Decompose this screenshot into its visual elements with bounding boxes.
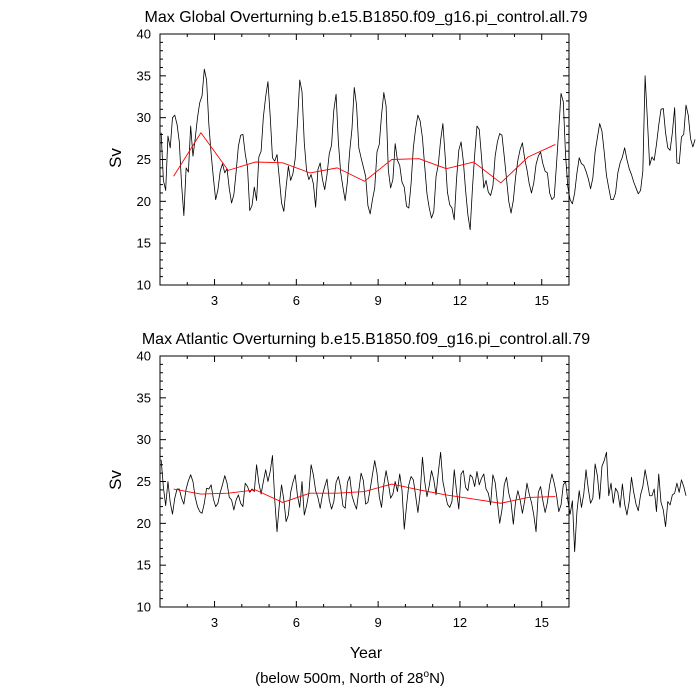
x-tick-label: 3 bbox=[211, 293, 218, 308]
x-tick-label: 9 bbox=[375, 293, 382, 308]
y-tick-label: 20 bbox=[137, 516, 151, 531]
y-tick-label: 40 bbox=[137, 27, 151, 42]
x-tick-label: 12 bbox=[453, 293, 467, 308]
y-axis-label-atlantic: Sv bbox=[106, 470, 125, 490]
x-axis-label-atlantic: Year bbox=[350, 645, 383, 662]
y-tick-label: 30 bbox=[137, 110, 151, 125]
footnote-degree: o bbox=[423, 669, 430, 680]
monthly-series-line-atlantic bbox=[160, 451, 687, 553]
plot-area-global: 10 15 20 25 30 35 40 3 6 9 12 15 bbox=[137, 27, 696, 308]
x-tick-label: 9 bbox=[375, 615, 382, 630]
y-axis-label-global: Sv bbox=[106, 148, 125, 168]
y-tick-label: 35 bbox=[137, 68, 151, 83]
atlantic-overturning-panel: Max Atlantic Overturning b.e15.B1850.f09… bbox=[106, 331, 687, 662]
x-tick-label: 6 bbox=[293, 293, 300, 308]
y-tick-label: 40 bbox=[137, 349, 151, 364]
y-tick-label: 35 bbox=[137, 390, 151, 405]
footnote-prefix: (below 500m, North of 28 bbox=[255, 670, 424, 687]
annual-mean-line-global bbox=[173, 132, 556, 184]
footnote-suffix: N) bbox=[429, 670, 445, 687]
y-tick-label: 15 bbox=[137, 558, 151, 573]
monthly-series-line-global bbox=[160, 68, 696, 231]
footnote: (below 500m, North of 28oN) bbox=[0, 669, 700, 687]
global-overturning-panel: Max Global Overturning b.e15.B1850.f09_g… bbox=[106, 9, 696, 308]
x-tick-label: 12 bbox=[453, 615, 467, 630]
y-tick-label: 25 bbox=[137, 152, 151, 167]
y-tick-label: 15 bbox=[137, 236, 151, 251]
y-tick-label: 10 bbox=[137, 600, 151, 615]
plot-area-atlantic: 10 15 20 25 30 35 40 3 6 9 12 15 bbox=[137, 349, 687, 630]
y-tick-label: 30 bbox=[137, 432, 151, 447]
x-tick-label: 3 bbox=[211, 615, 218, 630]
annual-mean-line-atlantic bbox=[173, 483, 556, 504]
x-tick-label: 6 bbox=[293, 615, 300, 630]
plot-frame bbox=[159, 33, 570, 286]
y-tick-label: 20 bbox=[137, 194, 151, 209]
chart-title-atlantic: Max Atlantic Overturning b.e15.B1850.f09… bbox=[142, 331, 590, 348]
x-tick-label: 15 bbox=[534, 615, 548, 630]
y-tick-label: 25 bbox=[137, 474, 151, 489]
chart-title-global: Max Global Overturning b.e15.B1850.f09_g… bbox=[145, 9, 588, 26]
plot-frame bbox=[159, 355, 570, 608]
x-tick-label: 15 bbox=[534, 293, 548, 308]
y-tick-label: 10 bbox=[137, 278, 151, 293]
